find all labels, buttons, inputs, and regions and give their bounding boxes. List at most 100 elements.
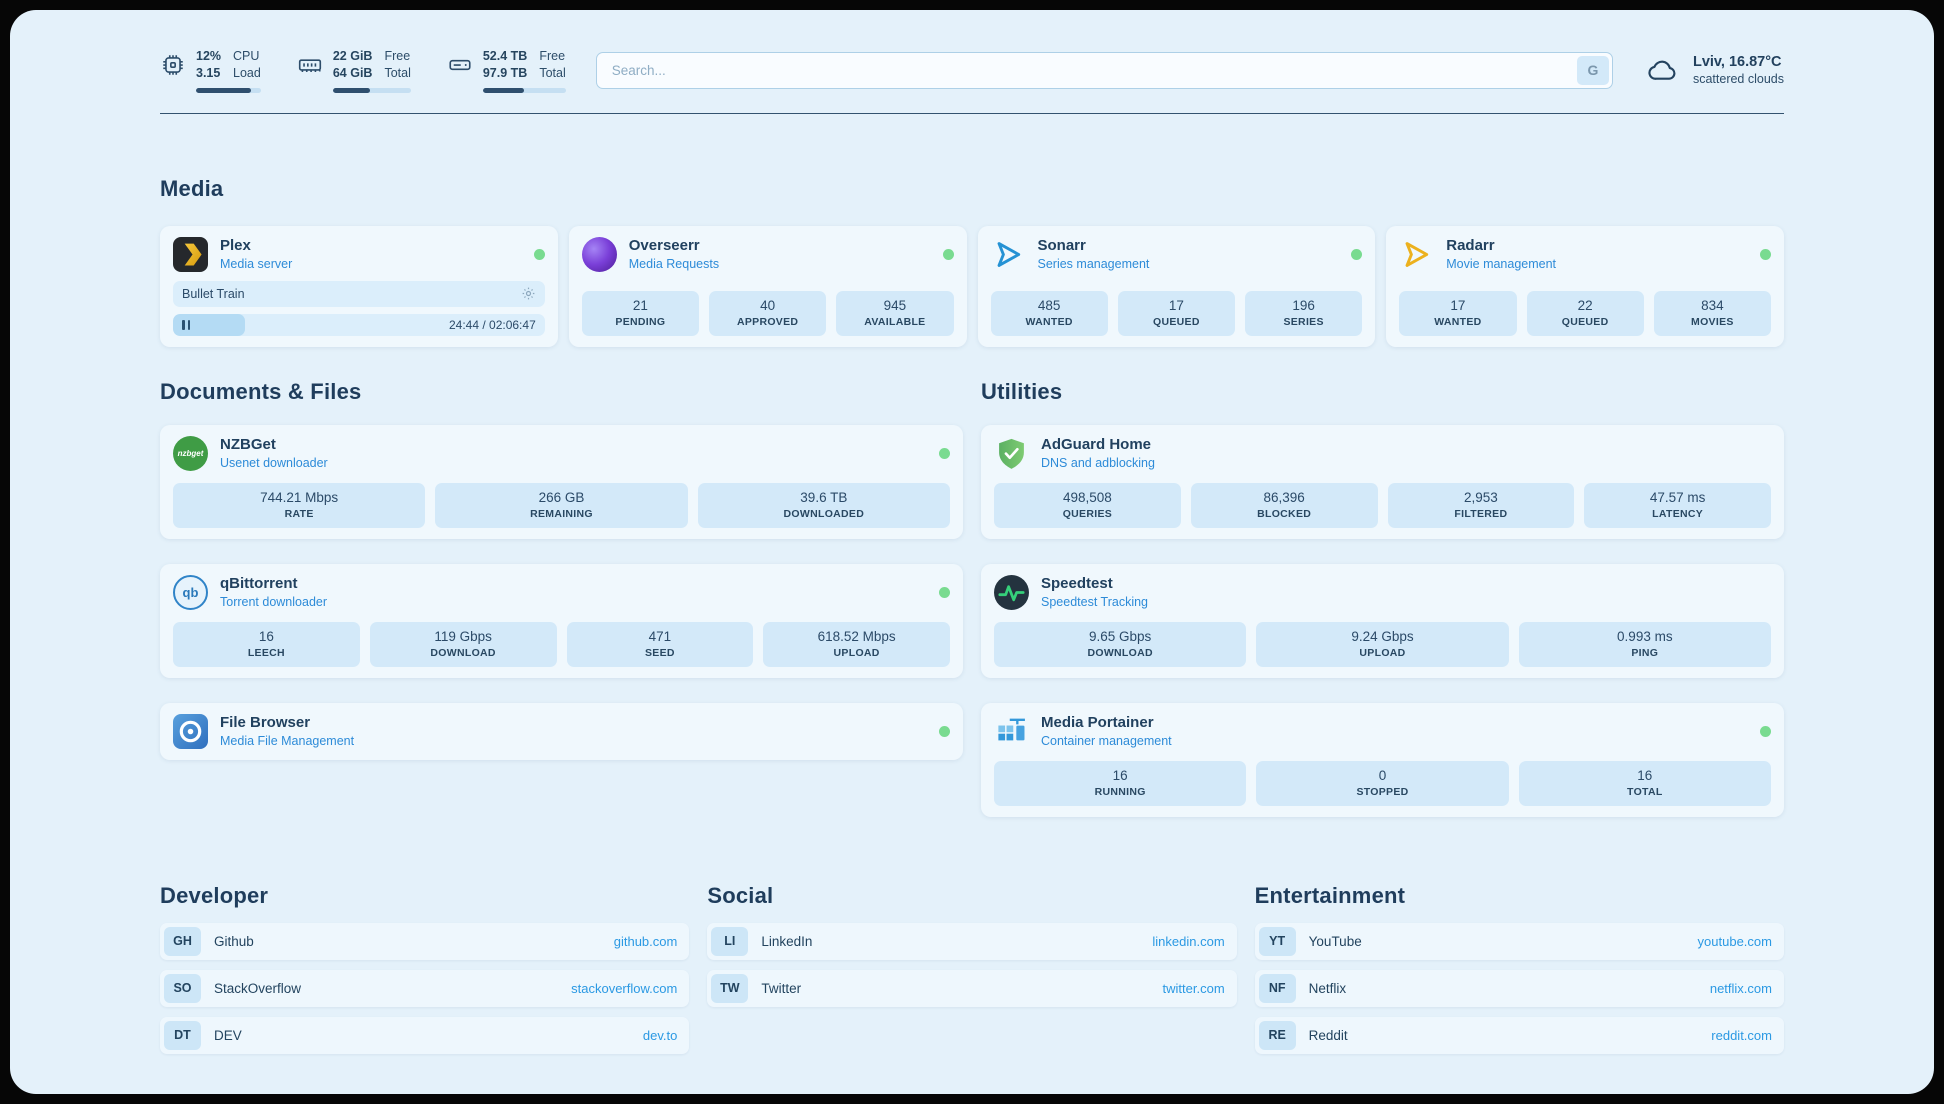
speedtest-icon: [994, 574, 1029, 610]
plex-app-link[interactable]: Plex Media server: [173, 236, 545, 272]
stat-value: 16: [258, 628, 274, 644]
bookmark-name: StackOverflow: [214, 980, 302, 996]
cpu-chip-icon: [163, 55, 183, 75]
stat-value: 196: [1292, 297, 1315, 313]
overseerr-app-link[interactable]: Overseerr Media Requests: [581, 236, 954, 272]
bookmark-url[interactable]: netflix.com: [1709, 980, 1772, 996]
section-utilities: Utilities AdGuard Home DNS: [981, 379, 1784, 817]
stat-label: QUEUED: [1153, 315, 1200, 328]
sonarr-app-link[interactable]: Sonarr Series management: [991, 237, 1363, 272]
cloud-icon: [1648, 61, 1676, 81]
bookmark-url[interactable]: stackoverflow.com: [571, 980, 678, 996]
memory-total-label: Total: [384, 65, 411, 80]
stat-label: STOPPED: [1356, 785, 1409, 798]
bookmark-url[interactable]: dev.to: [642, 1027, 678, 1043]
bookmark-netflix[interactable]: NF Netflix netflix.com: [1254, 969, 1784, 1007]
stat-label: PING: [1631, 646, 1659, 659]
qbittorrent-icon-text: qb: [182, 584, 199, 600]
adguard-icon: [994, 436, 1029, 471]
storage-widget: 52.4 TB 97.9 TB Free Total: [447, 48, 566, 93]
bookmark-twitter[interactable]: TW Twitter twitter.com: [707, 969, 1237, 1007]
filebrowser-app-link[interactable]: File Browser Media File Management: [173, 713, 950, 749]
app-name: Media Portainer: [1041, 714, 1154, 732]
bookmark-url[interactable]: linkedin.com: [1152, 933, 1225, 949]
nzbget-card: nzbget NZBGet Usenet downloader 744.21 M…: [160, 424, 963, 539]
stat-value: 21: [632, 297, 648, 313]
overseerr-icon: [581, 236, 617, 272]
playback-progress-track[interactable]: 24:44 / 02:06:47: [173, 313, 545, 336]
portainer-icon: [994, 714, 1029, 749]
bookmark-github[interactable]: GH Github github.com: [160, 922, 690, 960]
stat-value: 17: [1168, 297, 1184, 313]
search-input[interactable]: [595, 51, 1613, 89]
section-title-developer: Developer: [160, 882, 269, 908]
section-title-entertainment: Entertainment: [1254, 882, 1406, 908]
stat-running: 16 RUNNING: [994, 760, 1247, 806]
filebrowser-card: File Browser Media File Management: [160, 702, 963, 760]
stat-movies: 834 MOVIES: [1653, 290, 1771, 336]
bookmark-linkedin[interactable]: LI LinkedIn linkedin.com: [707, 922, 1237, 960]
stat-label: UPLOAD: [1359, 646, 1406, 659]
section-title-social: Social: [707, 882, 774, 908]
app-name: Speedtest: [1041, 575, 1113, 593]
bookmark-abbr: DT: [164, 1020, 201, 1050]
adguard-app-link[interactable]: AdGuard Home DNS and adblocking: [994, 436, 1771, 471]
stat-ping: 0.993 ms PING: [1518, 621, 1771, 667]
stat-label: UPLOAD: [833, 646, 880, 659]
bookmark-name: YouTube: [1308, 933, 1362, 949]
stat-label: WANTED: [1434, 315, 1482, 328]
stat-blocked: 86,396 BLOCKED: [1190, 482, 1378, 528]
stat-stopped: 0 STOPPED: [1256, 760, 1509, 806]
bookmark-url[interactable]: github.com: [613, 933, 678, 949]
speedtest-app-link[interactable]: Speedtest Speedtest Tracking: [994, 574, 1771, 610]
portainer-app-link[interactable]: Media Portainer Container management: [994, 714, 1771, 749]
ram-icon: [298, 59, 321, 72]
stat-total: 16 TOTAL: [1518, 760, 1771, 806]
status-dot: [939, 725, 950, 737]
section-media: Media Plex Media server: [160, 176, 1784, 347]
stat-available: 945 AVAILABLE: [836, 290, 954, 336]
stat-value: 22: [1577, 297, 1593, 313]
bookmark-url[interactable]: youtube.com: [1697, 933, 1772, 949]
stat-rate: 744.21 Mbps RATE: [173, 482, 426, 528]
status-dot: [939, 447, 950, 459]
bookmark-url[interactable]: reddit.com: [1711, 1027, 1772, 1043]
bookmark-abbr: NF: [1258, 973, 1296, 1003]
bookmark-abbr: SO: [164, 973, 201, 1003]
bookmark-abbr: GH: [164, 926, 201, 956]
bookmark-stackoverflow[interactable]: SO StackOverflow stackoverflow.com: [160, 969, 690, 1007]
sonarr-icon: [991, 237, 1026, 272]
stat-label: FILTERED: [1454, 507, 1508, 520]
radarr-icon: [1399, 237, 1434, 272]
bookmark-abbr: TW: [711, 973, 749, 1003]
hard-drive-icon: [449, 59, 471, 71]
stat-value: 17: [1450, 297, 1466, 313]
app-subtitle: DNS and adblocking: [1041, 456, 1155, 471]
bookmark-youtube[interactable]: YT YouTube youtube.com: [1254, 922, 1784, 960]
pause-icon[interactable]: [182, 319, 190, 330]
bookmark-name: Twitter: [761, 980, 802, 996]
stat-label: MOVIES: [1691, 315, 1734, 328]
stat-value: 16: [1112, 767, 1128, 783]
nzbget-app-link[interactable]: nzbget NZBGet Usenet downloader: [173, 435, 950, 471]
qbittorrent-card: qb qBittorrent Torrent downloader 16 LEE…: [160, 563, 963, 678]
qbittorrent-app-link[interactable]: qb qBittorrent Torrent downloader: [173, 574, 950, 610]
stat-download: 9.65 Gbps DOWNLOAD: [994, 621, 1247, 667]
search-engine-button[interactable]: G: [1576, 55, 1609, 85]
cpu-load-value: 3.15: [196, 65, 221, 80]
stat-value: 119 Gbps: [434, 628, 492, 644]
stat-wanted: 485 WANTED: [990, 290, 1108, 336]
stat-value: 834: [1701, 297, 1724, 313]
stat-wanted: 17 WANTED: [1399, 290, 1517, 336]
stat-label: RATE: [284, 507, 314, 520]
now-playing-bar: Bullet Train: [173, 280, 545, 307]
gear-icon[interactable]: [521, 286, 536, 301]
stat-label: BLOCKED: [1257, 507, 1312, 520]
bookmark-reddit[interactable]: RE Reddit reddit.com: [1254, 1016, 1784, 1054]
stat-value: 47.57 ms: [1649, 489, 1706, 505]
weather-condition: scattered clouds: [1692, 72, 1784, 87]
bookmark-dev[interactable]: DT DEV dev.to: [160, 1016, 690, 1054]
radarr-app-link[interactable]: Radarr Movie management: [1399, 237, 1771, 272]
stat-approved: 40 APPROVED: [709, 290, 827, 336]
bookmark-url[interactable]: twitter.com: [1162, 980, 1225, 996]
